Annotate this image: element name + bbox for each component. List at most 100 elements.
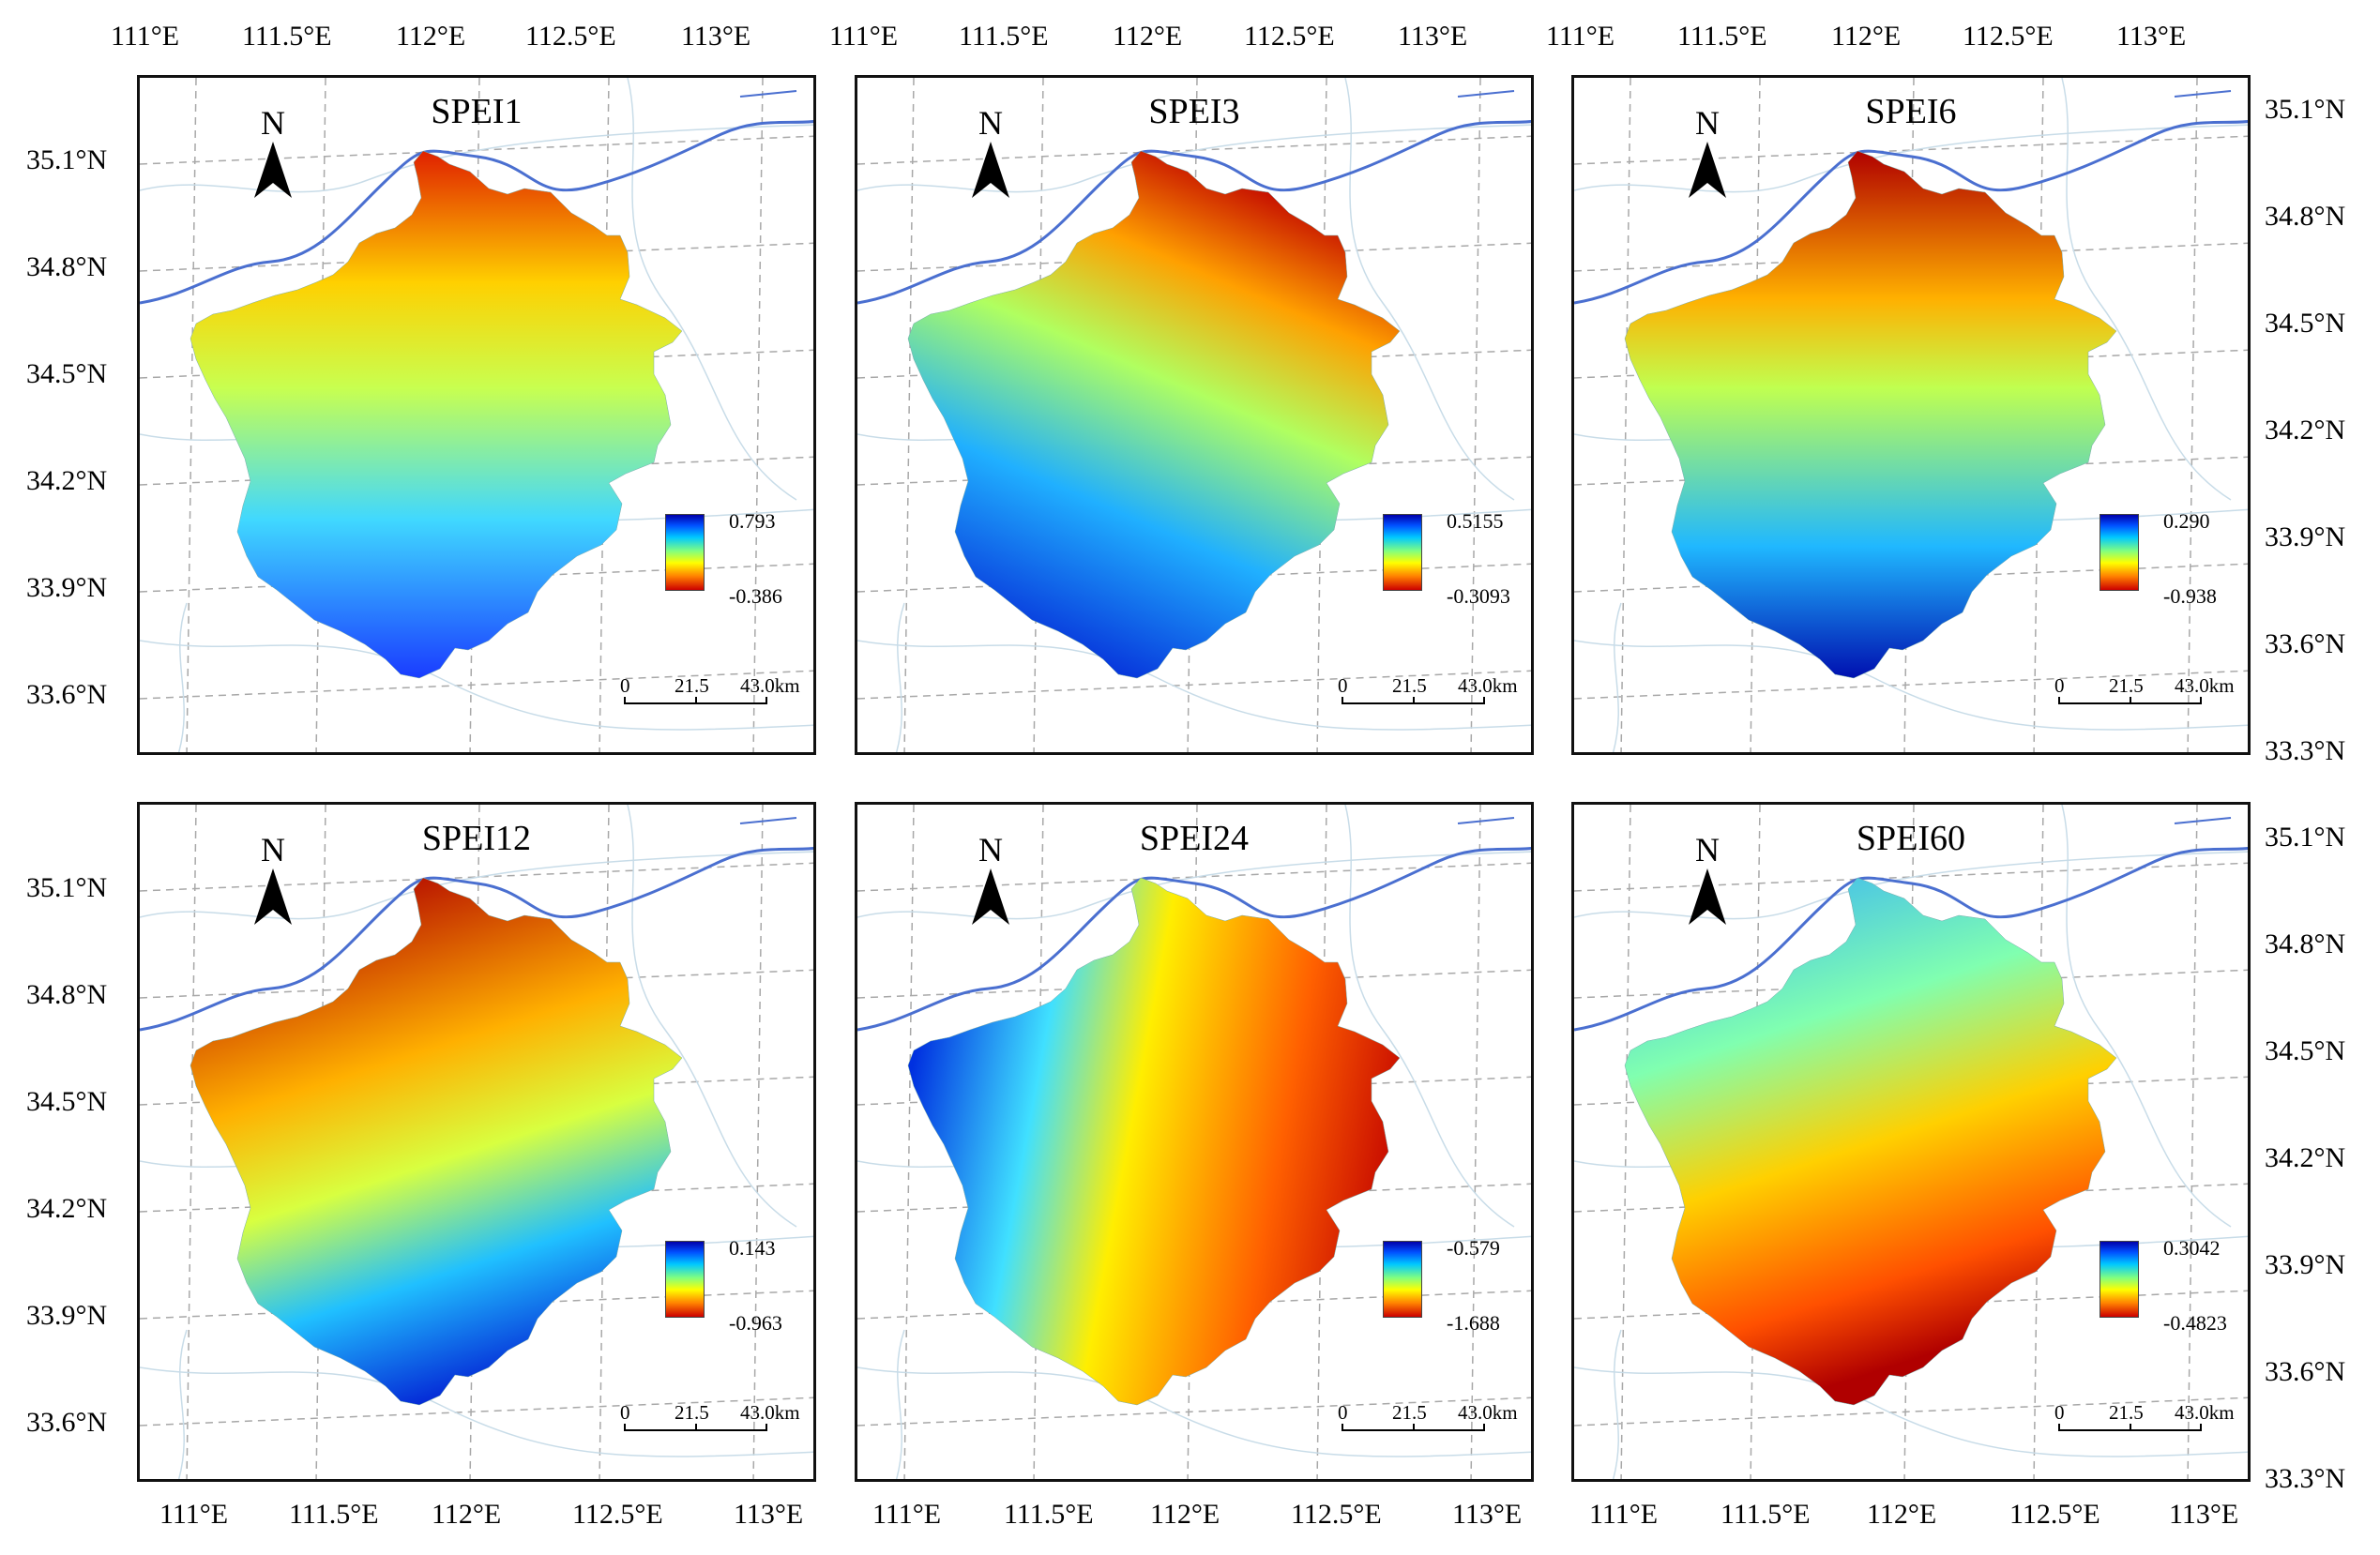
scale-bar: 0 21.5 43.0km	[1338, 674, 1525, 712]
lat-label: 35.1°N	[26, 872, 107, 904]
lat-label: 34.5°N	[26, 358, 107, 390]
panel-title: SPEI1	[140, 91, 813, 132]
map-panel-spei1: SPEI1 N 0.793 -0.386 0 21.5 43.0km	[137, 75, 816, 755]
lon-label: 111°E	[159, 1499, 228, 1531]
scale-label: 43.0km	[740, 674, 800, 698]
north-label: N	[968, 106, 1013, 140]
lon-label: 112.5°E	[525, 21, 616, 53]
scale-bar: 0 21.5 43.0km	[1338, 1401, 1525, 1439]
panel-title: SPEI12	[140, 818, 813, 859]
lon-label: 112.5°E	[572, 1499, 663, 1531]
scale-bar: 0 21.5 43.0km	[620, 1401, 808, 1439]
lat-label: 33.3°N	[2265, 1463, 2345, 1495]
lon-label: 113°E	[1452, 1499, 1522, 1531]
scale-bar: 0 21.5 43.0km	[620, 674, 808, 712]
lat-label: 33.9°N	[26, 1300, 107, 1332]
map-panel-spei24: SPEI24 N -0.579 -1.688 0 21.5 43.0km	[855, 802, 1534, 1482]
lat-label: 35.1°N	[26, 144, 107, 176]
legend-min-value: -1.688	[1447, 1311, 1500, 1336]
north-arrow: N	[1685, 106, 1730, 204]
legend-min-value: -0.386	[729, 584, 782, 609]
scale-label: 43.0km	[2175, 674, 2235, 698]
lon-label: 113°E	[2116, 21, 2186, 53]
map-base	[140, 805, 816, 1482]
lon-label: 111.5°E	[289, 1499, 379, 1531]
map-base	[857, 78, 1534, 755]
lon-label: 112°E	[1867, 1499, 1936, 1531]
lon-label: 112.5°E	[1244, 21, 1335, 53]
north-arrow: N	[1685, 833, 1730, 931]
lon-label: 111.5°E	[1677, 21, 1767, 53]
scale-label: 0	[1338, 674, 1348, 698]
lon-label: 111°E	[872, 1499, 941, 1531]
map-base	[140, 78, 816, 755]
lon-label: 111°E	[111, 21, 179, 53]
scale-label: 21.5	[2109, 1401, 2144, 1425]
lat-label: 34.5°N	[26, 1086, 107, 1118]
scale-label: 21.5	[2109, 674, 2144, 698]
map-base	[1574, 78, 2251, 755]
scale-label: 21.5	[675, 674, 709, 698]
north-label: N	[968, 833, 1013, 867]
scale-label: 43.0km	[1458, 674, 1518, 698]
scale-label: 43.0km	[1458, 1401, 1518, 1425]
scale-label: 21.5	[1392, 1401, 1427, 1425]
scale-label: 21.5	[675, 1401, 709, 1425]
legend-min-value: -0.938	[2163, 584, 2217, 609]
lat-label: 33.6°N	[2265, 628, 2345, 660]
north-arrow: N	[250, 833, 296, 931]
map-panel-spei6: SPEI6 N 0.290 -0.938 0 21.5 43.0km	[1571, 75, 2251, 755]
legend-colorbar	[665, 514, 705, 591]
legend-max-value: 0.793	[729, 509, 776, 534]
lat-label: 34.8°N	[26, 979, 107, 1011]
lon-label: 112.5°E	[2009, 1499, 2100, 1531]
map-panel-spei12: SPEI12 N 0.143 -0.963 0 21.5 43.0km	[137, 802, 816, 1482]
lat-label: 34.2°N	[26, 1193, 107, 1225]
lat-label: 33.6°N	[26, 1407, 107, 1439]
lon-label: 113°E	[2169, 1499, 2238, 1531]
lon-label: 113°E	[681, 21, 750, 53]
lon-label: 111.5°E	[1004, 1499, 1094, 1531]
legend-colorbar	[2100, 1241, 2139, 1318]
lat-label: 34.8°N	[26, 251, 107, 283]
north-label: N	[1685, 106, 1730, 140]
legend-colorbar	[1383, 514, 1422, 591]
scale-label: 0	[2054, 1401, 2065, 1425]
legend-max-value: 0.290	[2163, 509, 2210, 534]
scale-label: 43.0km	[2175, 1401, 2235, 1425]
scale-label: 43.0km	[740, 1401, 800, 1425]
lon-label: 112°E	[432, 1499, 501, 1531]
panel-title: SPEI24	[857, 818, 1531, 859]
lon-label: 113°E	[1398, 21, 1467, 53]
lon-label: 112°E	[1113, 21, 1182, 53]
north-arrow-icon	[968, 867, 1013, 927]
lat-label: 33.9°N	[26, 572, 107, 604]
panel-title: SPEI60	[1574, 818, 2248, 859]
scale-bar: 0 21.5 43.0km	[2054, 674, 2242, 712]
lon-label: 113°E	[734, 1499, 803, 1531]
scale-label: 0	[620, 1401, 630, 1425]
scale-bar: 0 21.5 43.0km	[2054, 1401, 2242, 1439]
scale-label: 0	[1338, 1401, 1348, 1425]
north-arrow-icon	[968, 140, 1013, 200]
north-arrow: N	[250, 106, 296, 204]
lon-label: 112.5°E	[1291, 1499, 1382, 1531]
lon-label: 112°E	[1150, 1499, 1220, 1531]
legend-min-value: -0.3093	[1447, 584, 1510, 609]
lat-label: 34.5°N	[2265, 1035, 2345, 1067]
legend-min-value: -0.963	[729, 1311, 782, 1336]
north-arrow-icon	[1685, 140, 1730, 200]
lat-label: 34.8°N	[2265, 928, 2345, 960]
legend-max-value: -0.579	[1447, 1236, 1500, 1261]
panel-title: SPEI3	[857, 91, 1531, 132]
lon-label: 111.5°E	[959, 21, 1049, 53]
legend-max-value: 0.5155	[1447, 509, 1504, 534]
lat-label: 33.6°N	[2265, 1356, 2345, 1388]
map-base	[857, 805, 1534, 1482]
north-arrow: N	[968, 833, 1013, 931]
lon-label: 112.5°E	[1963, 21, 2054, 53]
lat-label: 34.5°N	[2265, 308, 2345, 340]
north-arrow-icon	[250, 867, 296, 927]
lon-label: 111.5°E	[1721, 1499, 1811, 1531]
north-label: N	[250, 106, 296, 140]
